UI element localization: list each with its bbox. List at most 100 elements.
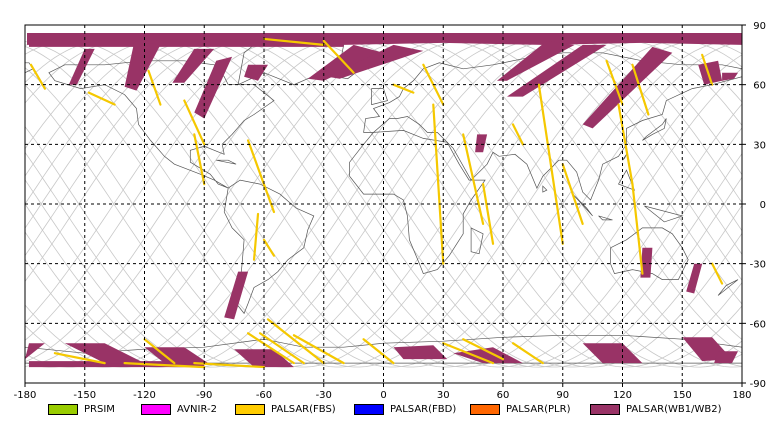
fbs-swath xyxy=(631,183,644,275)
x-tick-label: -180 xyxy=(14,390,37,401)
fbs-swath xyxy=(362,338,395,365)
fbs-swath xyxy=(631,63,650,116)
fbs-swath xyxy=(701,53,714,86)
wb-swath xyxy=(582,46,673,129)
legend-item-avnir2: AVNIR-2 xyxy=(141,401,217,417)
fbs-swath xyxy=(392,83,415,94)
fbs-swath xyxy=(252,212,260,261)
wb-swath xyxy=(68,48,95,85)
legend-swatch xyxy=(235,403,265,415)
legend: PRSIM AVNIR-2 PALSAR(FBS) PALSAR(FBD) PA… xyxy=(48,401,768,417)
x-tick-label: 30 xyxy=(437,390,450,401)
x-tick-label: 150 xyxy=(673,390,692,401)
legend-label: PRSIM xyxy=(84,403,115,415)
fbs-swath xyxy=(193,133,206,186)
wb-swath xyxy=(224,271,249,320)
y-tick-label: -90 xyxy=(750,379,766,390)
fbs-swath xyxy=(561,163,584,225)
y-tick-label: -30 xyxy=(750,260,766,271)
wb-swath xyxy=(698,60,723,85)
coastline xyxy=(610,227,689,280)
coastline xyxy=(349,130,486,275)
legend-swatch xyxy=(590,403,620,415)
fbs-swath xyxy=(292,334,345,365)
legend-item-palsar-wb: PALSAR(WB1/WB2) xyxy=(590,401,722,417)
legend-swatch xyxy=(354,403,384,415)
fbs-swath xyxy=(481,183,495,245)
wb-swath xyxy=(507,44,607,97)
coastline xyxy=(470,227,484,255)
wb-swath xyxy=(25,343,45,360)
fbs-swath xyxy=(432,103,445,265)
fbs-swath xyxy=(711,262,724,285)
wb-swath xyxy=(582,343,643,364)
wb-swath xyxy=(497,40,575,81)
y-tick-label: 90 xyxy=(753,21,766,32)
coastline xyxy=(717,279,739,296)
fbs-swath xyxy=(87,91,116,106)
coastline xyxy=(598,215,613,221)
x-tick-label: -60 xyxy=(256,390,272,401)
fbs-swath xyxy=(123,362,206,369)
coastline xyxy=(216,159,237,165)
y-tick-label: -60 xyxy=(750,319,766,330)
fbs-swath xyxy=(143,338,176,365)
x-tick-label: -150 xyxy=(73,390,96,401)
coastline xyxy=(644,205,684,223)
x-tick-label: -90 xyxy=(196,390,212,401)
fbs-swath xyxy=(258,332,305,365)
fbs-swath xyxy=(511,342,544,365)
wb-swath xyxy=(393,345,448,360)
wb-swath xyxy=(640,247,653,278)
swath-layer xyxy=(25,33,742,369)
legend-label: PALSAR(FBS) xyxy=(271,403,336,415)
legend-label: PALSAR(FBD) xyxy=(390,403,457,415)
wb-swath xyxy=(453,347,523,364)
legend-label: PALSAR(PLR) xyxy=(506,403,571,415)
fbs-swath xyxy=(53,352,106,365)
legend-item-palsar-plr: PALSAR(PLR) xyxy=(470,401,570,417)
fbs-swath xyxy=(511,123,525,146)
legend-label: AVNIR-2 xyxy=(177,403,217,415)
fbs-swath xyxy=(322,39,355,74)
legend-item-prsim: PRSIM xyxy=(48,401,115,417)
fbs-swath xyxy=(262,238,276,257)
fbs-swath xyxy=(183,99,206,146)
legend-label: PALSAR(WB1/WB2) xyxy=(626,403,722,415)
fbs-swath xyxy=(462,338,505,361)
fbs-swath xyxy=(193,362,266,369)
fbs-swath xyxy=(266,318,325,365)
fbs-swath xyxy=(605,59,624,106)
legend-item-palsar-fbd: PALSAR(FBD) xyxy=(354,401,456,417)
coastline xyxy=(642,118,667,141)
x-tick-label: 120 xyxy=(613,390,632,401)
wb-swath xyxy=(29,38,344,47)
coastline xyxy=(223,179,315,315)
y-tick-label: 30 xyxy=(753,140,766,151)
coastline xyxy=(572,193,593,217)
x-tick-label: 180 xyxy=(732,390,751,401)
wb-swath xyxy=(722,72,738,81)
fbs-swath xyxy=(246,139,276,214)
fbs-swath xyxy=(462,133,485,225)
legend-swatch xyxy=(470,403,500,415)
y-tick-label: 0 xyxy=(760,200,766,211)
x-tick-label: -30 xyxy=(316,390,332,401)
x-tick-label: 90 xyxy=(556,390,569,401)
legend-item-palsar-fbs: PALSAR(FBS) xyxy=(235,401,336,417)
wb-swath xyxy=(686,263,703,294)
coastline xyxy=(622,154,627,161)
fbs-swath xyxy=(147,69,162,106)
fbs-swath xyxy=(29,63,47,90)
fbs-swath xyxy=(442,342,495,365)
orbit-track xyxy=(24,40,743,368)
coastline xyxy=(542,185,548,193)
wb-swath xyxy=(714,351,738,364)
wb-swath xyxy=(244,64,268,81)
fbs-swath xyxy=(246,332,295,365)
legend-swatch xyxy=(48,403,78,415)
axis-ticks: -180 -150 -120 -90 -60 -30 0 30 60 90 120 150 180 90 6… xyxy=(14,21,766,401)
coastline xyxy=(371,88,388,106)
fbs-swath xyxy=(537,83,564,245)
